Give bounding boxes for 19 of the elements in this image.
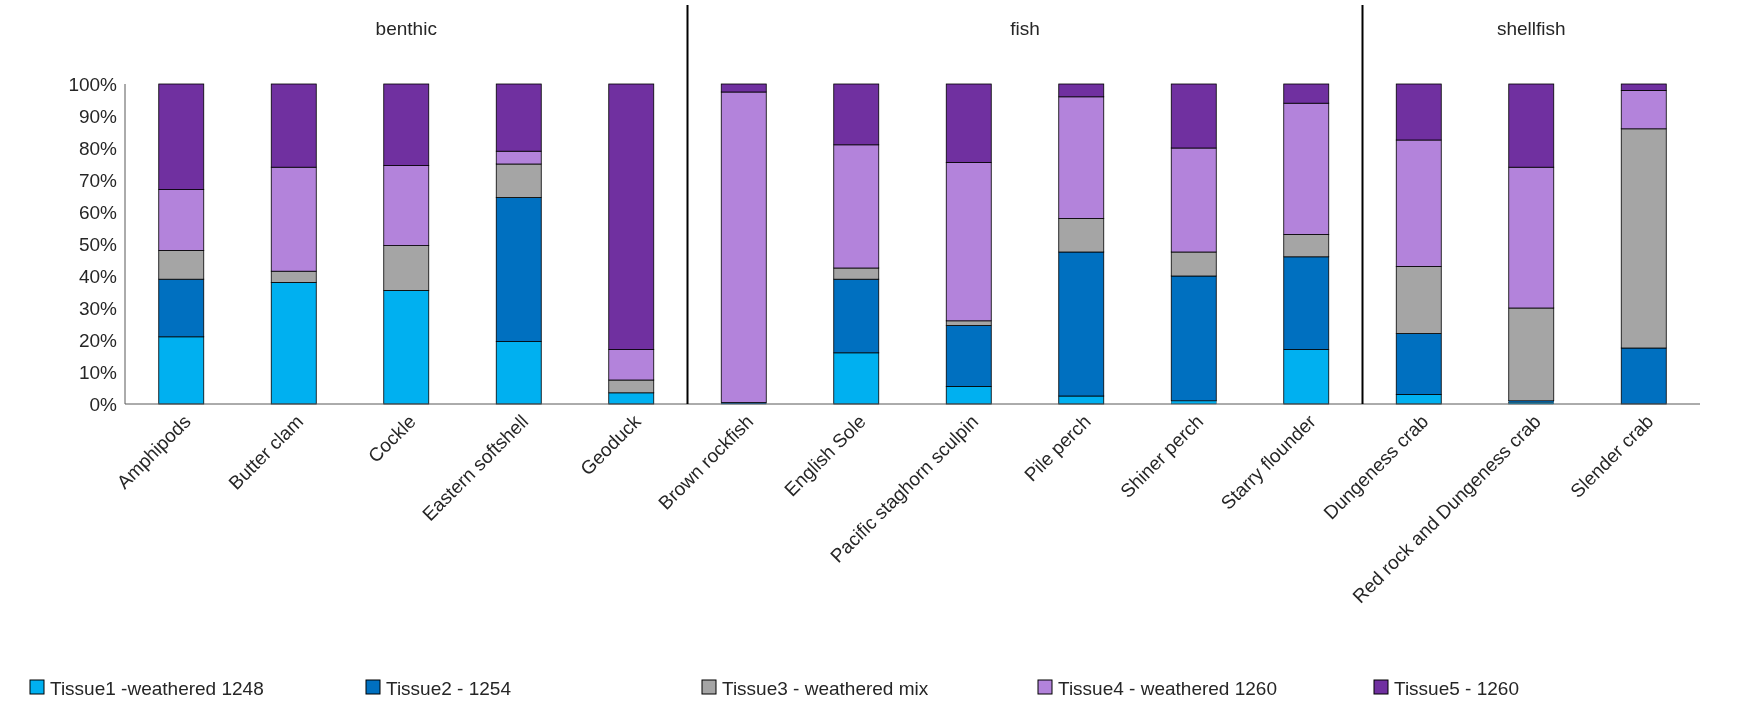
legend-label: Tissue3 - weathered mix <box>722 677 929 699</box>
y-tick-label: 80% <box>78 137 118 159</box>
text: fish <box>1010 18 1040 39</box>
y-tick-label: 20% <box>78 329 118 351</box>
legend-label: Tissue5 - 1260 <box>1394 677 1519 699</box>
y-tick-label: 40% <box>78 265 118 287</box>
y-tick-label: 10% <box>78 361 118 383</box>
y-tick-label: 50% <box>78 233 118 255</box>
text: shellfish <box>1496 18 1566 39</box>
legend-label: Tissue2 - 1254 <box>386 677 512 699</box>
y-tick-label: 0% <box>89 393 118 415</box>
y-tick-label: 100% <box>68 73 118 95</box>
y-tick-label: 60% <box>78 201 118 223</box>
legend-label: Tissue4 - weathered 1260 <box>1058 677 1277 699</box>
legend-label: Tissue1 -weathered 1248 <box>50 677 264 699</box>
y-tick-label: 90% <box>78 105 118 127</box>
y-tick-label: 70% <box>78 169 118 191</box>
text: benthic <box>375 18 437 39</box>
y-tick-label: 30% <box>78 297 118 319</box>
